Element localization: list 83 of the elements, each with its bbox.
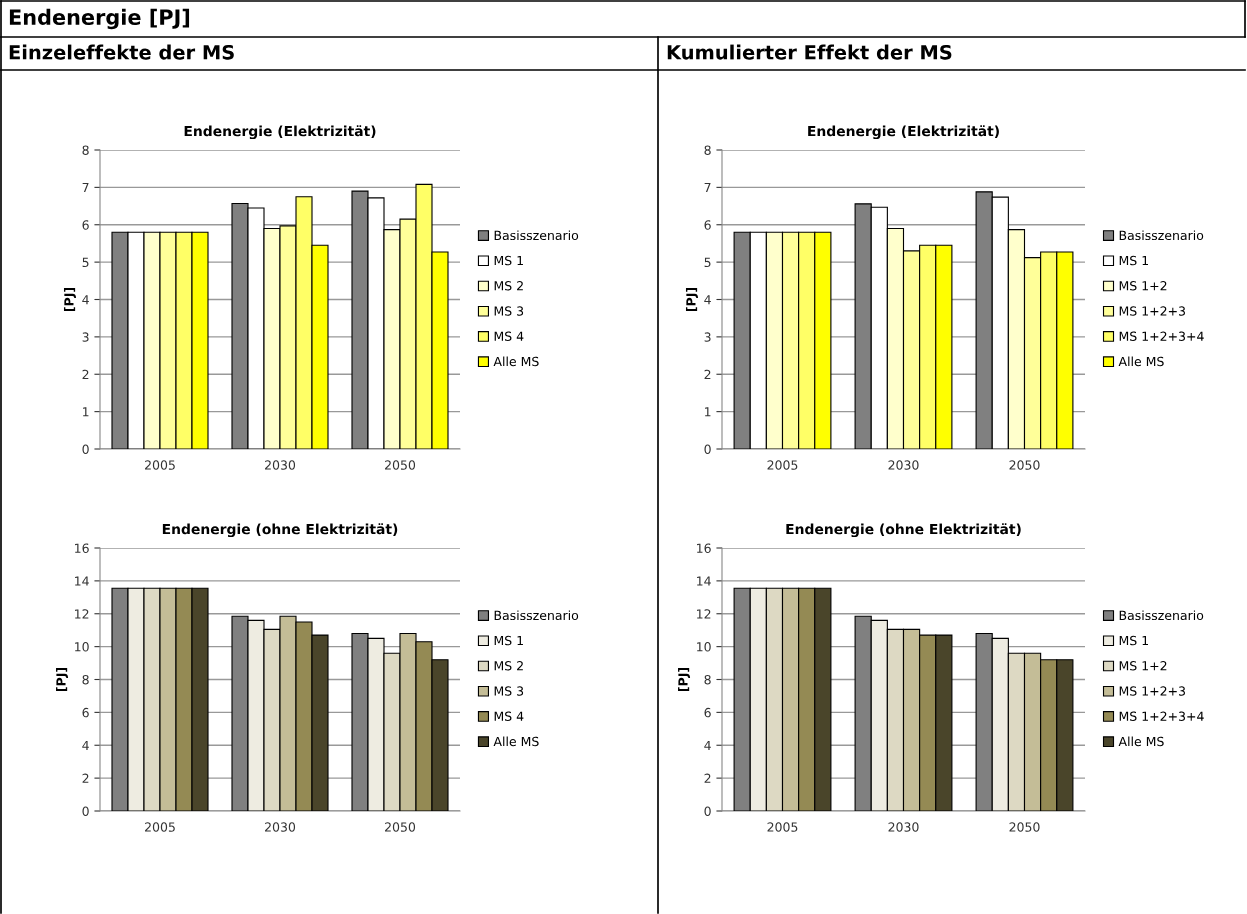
legend-label: MS 2 xyxy=(494,661,523,671)
x-tick-label: 2005 xyxy=(767,822,798,832)
y-tick-label: 5 xyxy=(82,257,89,268)
y-tick-label: 8 xyxy=(704,145,711,155)
chart-title: Endenergie (ohne Elektrizität) xyxy=(162,523,398,538)
y-tick-label: 2 xyxy=(704,773,711,783)
y-axis-title: [PJ] xyxy=(685,287,698,312)
legend-label: Basisszenario xyxy=(494,230,579,241)
x-tick-label: 2005 xyxy=(767,460,798,470)
y-tick-label: 6 xyxy=(82,707,89,718)
legend-label: Basisszenario xyxy=(494,610,579,621)
y-tick-label: 0 xyxy=(82,444,89,454)
y-axis-title: [PJ] xyxy=(678,667,691,692)
y-tick-label: 2 xyxy=(82,369,89,379)
y-tick-label: 2 xyxy=(704,369,711,379)
y-tick-label: 1 xyxy=(83,407,89,417)
y-tick-label: 4 xyxy=(704,740,711,750)
chart-title: Endenergie (ohne Elektrizität) xyxy=(786,523,1021,538)
y-tick-label: 8 xyxy=(82,674,89,685)
legend-label: MS 1+2 xyxy=(1119,661,1167,671)
legend-label: Alle MS xyxy=(493,356,539,367)
y-tick-label: 3 xyxy=(704,332,711,342)
legend-label: MS 1 xyxy=(1119,255,1148,266)
x-tick-label: 2030 xyxy=(888,822,919,832)
y-axis-title: [PJ] xyxy=(63,287,76,312)
legend-label: MS 1+2+3+4 xyxy=(1119,331,1204,341)
x-tick-label: 2030 xyxy=(265,460,296,470)
legend-label: MS 1 xyxy=(494,255,523,266)
y-tick-label: 8 xyxy=(704,674,711,685)
x-tick-label: 2030 xyxy=(888,460,919,470)
y-tick-label: 3 xyxy=(82,332,89,342)
y-tick-label: 7 xyxy=(82,183,89,193)
y-tick-label: 4 xyxy=(82,740,89,750)
legend-label: MS 1 xyxy=(494,635,523,646)
legend-label: MS 1 xyxy=(1119,635,1148,646)
legend-label: Alle MS xyxy=(1118,356,1164,367)
legend-label: Alle MS xyxy=(493,736,539,747)
legend-label: MS 3 xyxy=(494,306,524,316)
legend-label: MS 1+2+3+4 xyxy=(1119,711,1204,721)
y-tick-label: 6 xyxy=(82,220,89,230)
y-tick-label: 1 xyxy=(705,407,711,417)
legend-label: MS 4 xyxy=(494,331,524,341)
legend-label: MS 1+2 xyxy=(1119,281,1167,291)
legend-label: Basisszenario xyxy=(1119,610,1204,621)
y-tick-label: 12 xyxy=(697,609,711,619)
y-tick-label: 12 xyxy=(75,609,89,619)
y-tick-label: 7 xyxy=(704,183,711,193)
y-tick-label: 0 xyxy=(704,444,711,454)
y-tick-label: 0 xyxy=(82,806,89,816)
x-tick-label: 2050 xyxy=(1009,822,1040,832)
legend-label: Alle MS xyxy=(1118,736,1164,747)
x-tick-label: 2050 xyxy=(1009,460,1040,470)
x-tick-label: 2005 xyxy=(145,460,175,470)
text: Endenergie [PJ] xyxy=(9,8,190,30)
y-tick-label: 4 xyxy=(82,295,89,305)
y-tick-label: 16 xyxy=(75,543,89,553)
y-tick-label: 10 xyxy=(697,642,711,652)
y-tick-label: 2 xyxy=(82,773,89,783)
y-tick-label: 4 xyxy=(704,295,711,305)
chart-title: Endenergie (Elektrizität) xyxy=(808,125,999,140)
text: Einzeleffekte der MS xyxy=(9,44,234,60)
legend-label: MS 2 xyxy=(494,281,523,291)
y-tick-label: 8 xyxy=(82,145,89,155)
legend-label: MS 3 xyxy=(494,686,524,696)
y-tick-label: 16 xyxy=(697,543,711,553)
x-tick-label: 2050 xyxy=(385,460,416,470)
y-tick-label: 6 xyxy=(704,220,711,230)
legend-label: MS 1+2+3 xyxy=(1119,306,1186,316)
text: Kumulierter Effekt der MS xyxy=(667,44,952,60)
chart-title: Endenergie (Elektrizität) xyxy=(184,125,376,140)
y-tick-label: 6 xyxy=(704,707,711,718)
x-tick-label: 2005 xyxy=(145,822,175,832)
y-tick-label: 0 xyxy=(704,806,711,816)
legend-label: Basisszenario xyxy=(1119,230,1204,241)
y-tick-label: 14 xyxy=(75,576,89,586)
y-tick-label: 10 xyxy=(75,642,89,652)
y-axis-title: [PJ] xyxy=(56,667,69,692)
y-tick-label: 5 xyxy=(704,257,711,268)
x-tick-label: 2030 xyxy=(265,822,296,832)
legend-label: MS 4 xyxy=(494,711,524,721)
x-tick-label: 2050 xyxy=(385,822,416,832)
legend-label: MS 1+2+3 xyxy=(1119,686,1186,696)
y-tick-label: 14 xyxy=(697,576,711,586)
